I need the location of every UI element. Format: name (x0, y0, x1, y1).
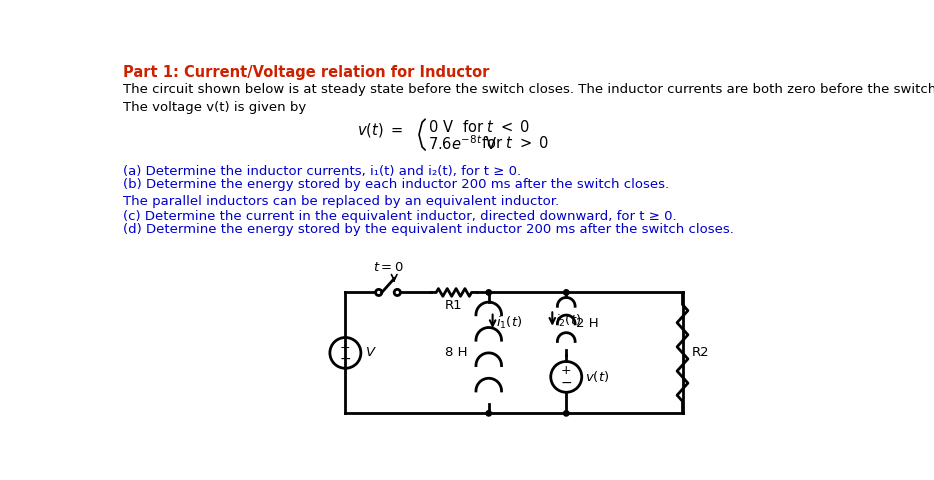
Text: (d) Determine the energy stored by the equivalent inductor 200 ms after the swit: (d) Determine the energy stored by the e… (123, 223, 734, 236)
Circle shape (486, 411, 491, 416)
Text: for $t\ <\ 0$: for $t\ <\ 0$ (461, 119, 530, 135)
Text: R2: R2 (692, 347, 710, 360)
Text: $t = 0$: $t = 0$ (373, 261, 403, 274)
Text: +: + (561, 364, 572, 377)
Text: $i_1(t)$: $i_1(t)$ (496, 315, 522, 331)
Text: −: − (340, 352, 351, 366)
Text: (c) Determine the current in the equivalent inductor, directed downward, for t ≥: (c) Determine the current in the equival… (123, 210, 676, 223)
Text: −: − (560, 376, 572, 390)
Text: $v(t)$: $v(t)$ (585, 370, 609, 384)
Circle shape (563, 411, 569, 416)
Text: 2 H: 2 H (575, 317, 598, 330)
Text: $0\ \mathrm{V}$: $0\ \mathrm{V}$ (429, 119, 454, 135)
Text: Part 1: Current/Voltage relation for Inductor: Part 1: Current/Voltage relation for Ind… (123, 65, 489, 80)
Text: V: V (365, 347, 375, 360)
Text: (a) Determine the inductor currents, i₁(t) and i₂(t), for t ≥ 0.: (a) Determine the inductor currents, i₁(… (123, 166, 521, 179)
Text: R1: R1 (446, 300, 462, 312)
Text: The parallel inductors can be replaced by an equivalent inductor.: The parallel inductors can be replaced b… (123, 195, 559, 208)
Text: $v(t)\ =$: $v(t)\ =$ (357, 121, 403, 139)
Text: for $t\ >\ 0$: for $t\ >\ 0$ (481, 134, 549, 151)
Text: +: + (340, 341, 350, 354)
Text: The circuit shown below is at steady state before the switch closes. The inducto: The circuit shown below is at steady sta… (123, 83, 934, 96)
Text: $i_2(t)$: $i_2(t)$ (556, 312, 582, 329)
Text: 8 H: 8 H (445, 347, 467, 360)
Text: (b) Determine the energy stored by each inductor 200 ms after the switch closes.: (b) Determine the energy stored by each … (123, 179, 669, 192)
Circle shape (563, 290, 569, 295)
Text: The voltage v(t) is given by: The voltage v(t) is given by (123, 101, 306, 114)
Circle shape (486, 290, 491, 295)
Text: $7.6e^{-8t}\ \mathrm{V}$: $7.6e^{-8t}\ \mathrm{V}$ (429, 134, 498, 153)
